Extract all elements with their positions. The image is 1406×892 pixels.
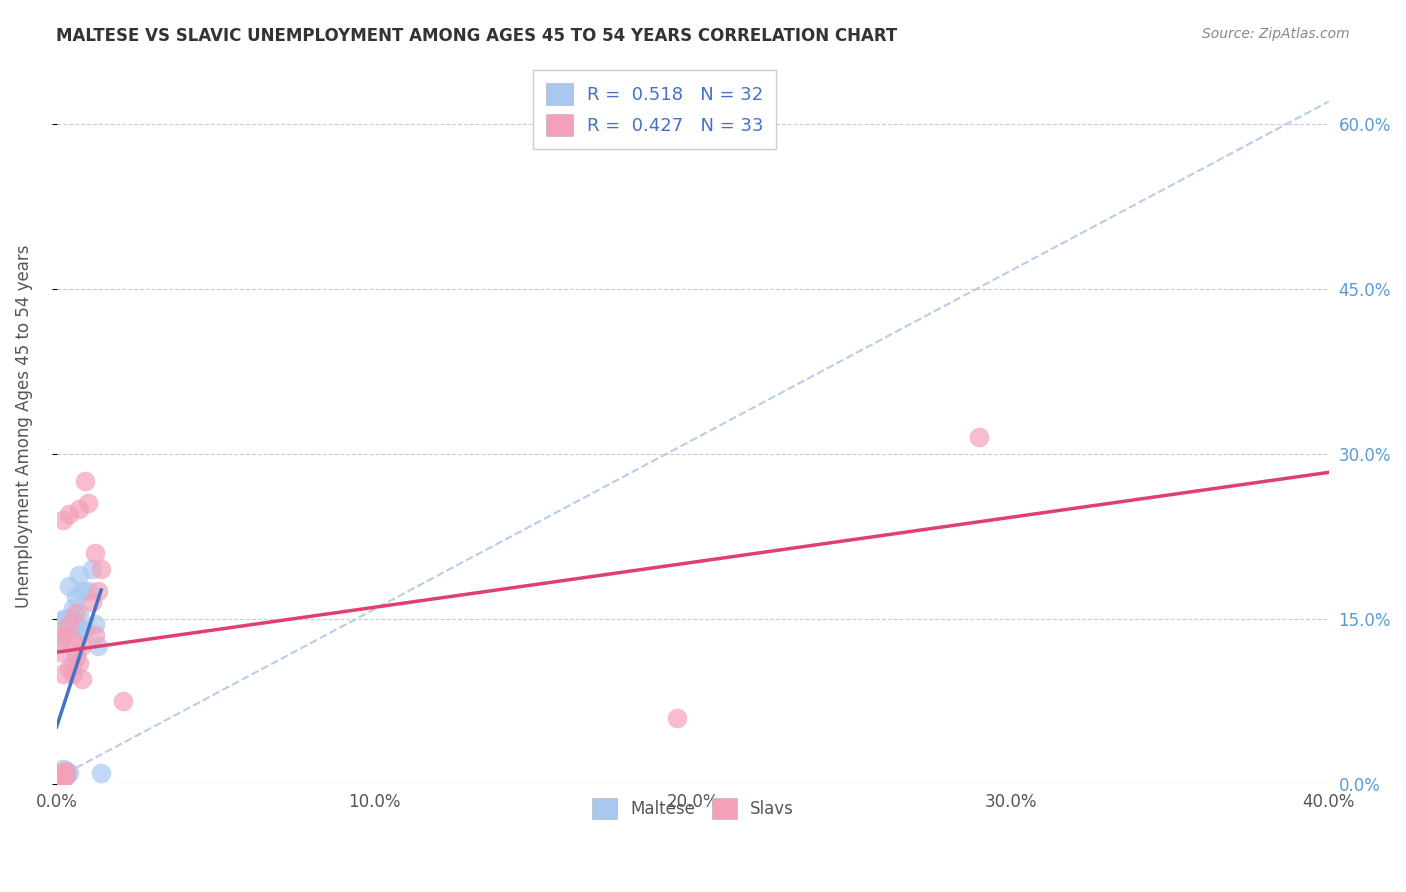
Point <box>49 771 72 785</box>
Point <box>67 501 90 516</box>
Point <box>70 672 93 686</box>
Point <box>67 567 90 582</box>
Point <box>70 623 93 637</box>
Y-axis label: Unemployment Among Ages 45 to 54 years: Unemployment Among Ages 45 to 54 years <box>15 244 32 607</box>
Point <box>112 694 135 708</box>
Point <box>65 650 87 665</box>
Point <box>67 656 90 670</box>
Point <box>65 590 87 604</box>
Point <box>62 617 84 632</box>
Point <box>55 764 77 778</box>
Point <box>52 770 75 784</box>
Point <box>49 773 72 788</box>
Point <box>83 546 105 560</box>
Point <box>83 628 105 642</box>
Point <box>58 507 80 521</box>
Point <box>70 639 93 653</box>
Point <box>62 656 84 670</box>
Point <box>52 765 75 780</box>
Point <box>65 606 87 620</box>
Point <box>52 765 75 780</box>
Point <box>58 617 80 632</box>
Point <box>62 633 84 648</box>
Point <box>49 765 72 780</box>
Point <box>75 474 97 488</box>
Point <box>52 771 75 785</box>
Point <box>87 639 110 653</box>
Point <box>49 770 72 784</box>
Point <box>52 623 75 637</box>
Point <box>80 595 103 609</box>
Point <box>87 584 110 599</box>
Point <box>52 513 75 527</box>
Point <box>55 768 77 782</box>
Point <box>52 666 75 681</box>
Point <box>52 763 75 777</box>
Point <box>55 765 77 780</box>
Point <box>58 661 80 675</box>
Text: Source: ZipAtlas.com: Source: ZipAtlas.com <box>1202 27 1350 41</box>
Point <box>58 765 80 780</box>
Text: MALTESE VS SLAVIC UNEMPLOYMENT AMONG AGES 45 TO 54 YEARS CORRELATION CHART: MALTESE VS SLAVIC UNEMPLOYMENT AMONG AGE… <box>56 27 897 45</box>
Point <box>83 617 105 632</box>
Point <box>55 764 77 778</box>
Point <box>62 600 84 615</box>
Point <box>49 645 72 659</box>
Point <box>665 711 688 725</box>
Point <box>77 496 100 510</box>
Point <box>52 768 75 782</box>
Point <box>75 623 97 637</box>
Point <box>967 430 990 444</box>
Point <box>52 612 75 626</box>
Point <box>55 769 77 783</box>
Point <box>70 584 93 599</box>
Point <box>52 628 75 642</box>
Point <box>49 633 72 648</box>
Point <box>65 645 87 659</box>
Point <box>49 768 72 782</box>
Point <box>58 579 80 593</box>
Legend: Maltese, Slavs: Maltese, Slavs <box>585 792 800 825</box>
Point <box>55 628 77 642</box>
Point <box>49 765 72 780</box>
Point <box>80 562 103 576</box>
Point <box>62 666 84 681</box>
Point <box>90 562 112 576</box>
Point <box>77 584 100 599</box>
Point <box>65 617 87 632</box>
Point <box>90 765 112 780</box>
Point <box>55 612 77 626</box>
Point <box>67 606 90 620</box>
